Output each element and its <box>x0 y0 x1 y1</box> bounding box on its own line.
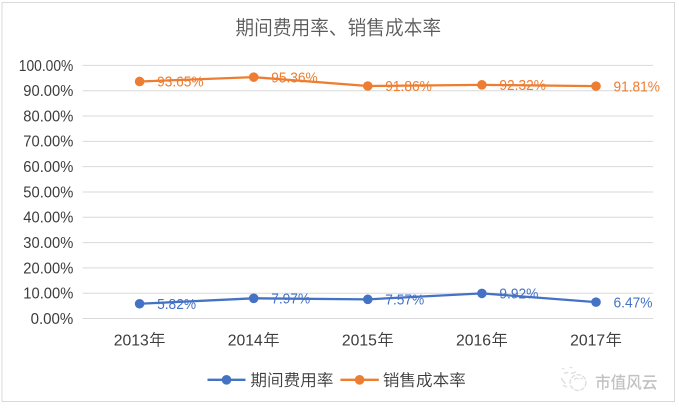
svg-text:92.32%: 92.32% <box>499 77 546 94</box>
svg-text:91.81%: 91.81% <box>614 78 661 95</box>
svg-text:70.00%: 70.00% <box>23 134 73 151</box>
svg-text:2014: 2014 <box>228 333 263 350</box>
svg-text:95.36%: 95.36% <box>271 69 318 86</box>
svg-text:2013: 2013 <box>114 333 149 350</box>
svg-text:7.57%: 7.57% <box>385 292 424 309</box>
svg-text:7.97%: 7.97% <box>271 291 310 308</box>
svg-text:50.00%: 50.00% <box>23 184 73 201</box>
svg-text:30.00%: 30.00% <box>23 235 73 252</box>
svg-text:90.00%: 90.00% <box>23 83 73 100</box>
svg-text:5.82%: 5.82% <box>157 296 196 313</box>
svg-text:20.00%: 20.00% <box>23 260 73 277</box>
svg-text:2016: 2016 <box>456 333 491 350</box>
svg-text:100.00%: 100.00% <box>19 58 74 75</box>
svg-text:80.00%: 80.00% <box>23 108 73 125</box>
svg-text:6.47%: 6.47% <box>614 294 653 311</box>
svg-text:9.92%: 9.92% <box>499 286 538 303</box>
svg-text:0.00%: 0.00% <box>31 311 74 328</box>
svg-text:40.00%: 40.00% <box>23 210 73 227</box>
svg-text:10.00%: 10.00% <box>23 286 73 303</box>
svg-text:2015: 2015 <box>342 333 377 350</box>
svg-text:2017: 2017 <box>570 333 605 350</box>
svg-text:93.65%: 93.65% <box>157 74 204 91</box>
svg-text:60.00%: 60.00% <box>23 159 73 176</box>
svg-text:91.86%: 91.86% <box>385 78 432 95</box>
